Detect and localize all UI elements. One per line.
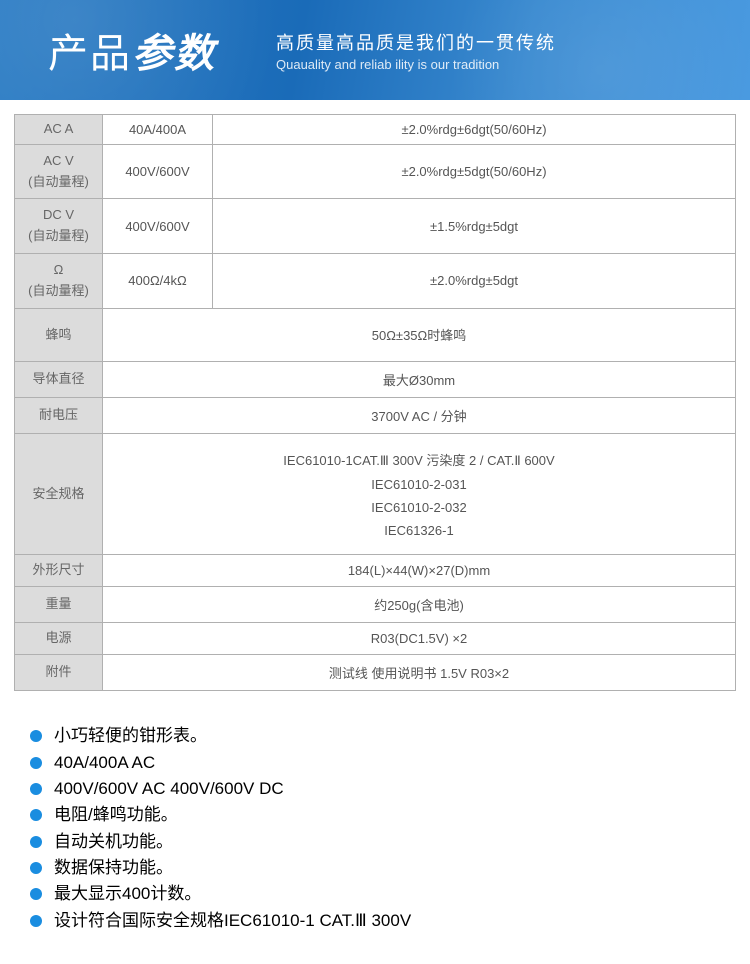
safety-line: IEC61010-2-031 [111,477,727,492]
row-accuracy: ±2.0%rdg±6dgt(50/60Hz) [213,115,736,145]
list-item: 40A/400A AC [54,750,740,776]
safety-line: IEC61010-1CAT.Ⅲ 300V 污染度 2 / CAT.Ⅱ 600V [111,450,727,469]
row-range: 400V/600V [103,199,213,254]
safety-line: IEC61010-2-032 [111,500,727,515]
row-label: AC V(自动量程) [15,144,103,199]
row-label: 电源 [15,623,103,655]
row-label: AC A [15,115,103,145]
table-row: 耐电压 3700V AC / 分钟 [15,398,736,434]
row-label: 导体直径 [15,362,103,398]
subtitle-block: 高质量高品质是我们的一贯传统 Quauality and reliab ilit… [276,29,556,72]
title-part2: 参数 [132,32,216,76]
table-row: 电源 R03(DC1.5V) ×2 [15,623,736,655]
table-row: AC A 40A/400A ±2.0%rdg±6dgt(50/60Hz) [15,115,736,145]
list-item: 数据保持功能。 [54,855,740,881]
row-value: 184(L)×44(W)×27(D)mm [103,555,736,587]
header-banner: 产品参数 高质量高品质是我们的一贯传统 Quauality and reliab… [0,0,750,100]
row-value: 测试线 使用说明书 1.5V R03×2 [103,655,736,691]
table-row: 外形尺寸 184(L)×44(W)×27(D)mm [15,555,736,587]
row-range: 400Ω/4kΩ [103,253,213,308]
safety-line: IEC61326-1 [111,523,727,538]
list-item: 最大显示400计数。 [54,881,740,907]
table-row: 重量 约250g(含电池) [15,587,736,623]
row-value: 约250g(含电池) [103,587,736,623]
row-value: R03(DC1.5V) ×2 [103,623,736,655]
table-row: 蜂鸣 50Ω±35Ω时蜂鸣 [15,308,736,362]
list-item: 电阻/蜂鸣功能。 [54,802,740,828]
list-item: 设计符合国际安全规格IEC61010-1 CAT.Ⅲ 300V [54,908,740,934]
safety-cell: IEC61010-1CAT.Ⅲ 300V 污染度 2 / CAT.Ⅱ 600V … [103,434,736,555]
row-value: 50Ω±35Ω时蜂鸣 [103,308,736,362]
row-label: 安全规格 [15,434,103,555]
row-label: 附件 [15,655,103,691]
row-label: 耐电压 [15,398,103,434]
row-value: 最大Ø30mm [103,362,736,398]
row-accuracy: ±1.5%rdg±5dgt [213,199,736,254]
table-row: Ω(自动量程) 400Ω/4kΩ ±2.0%rdg±5dgt [15,253,736,308]
row-label: 重量 [15,587,103,623]
list-item: 400V/600V AC 400V/600V DC [54,776,740,802]
row-value: 3700V AC / 分钟 [103,398,736,434]
subtitle-cn: 高质量高品质是我们的一贯传统 [276,29,556,55]
row-range: 400V/600V [103,144,213,199]
row-label: Ω(自动量程) [15,253,103,308]
spec-table-wrap: AC A 40A/400A ±2.0%rdg±6dgt(50/60Hz) AC … [0,100,750,705]
list-item: 小巧轻便的钳形表。 [54,723,740,749]
row-accuracy: ±2.0%rdg±5dgt(50/60Hz) [213,144,736,199]
table-row: 附件 测试线 使用说明书 1.5V R03×2 [15,655,736,691]
list-item: 自动关机功能。 [54,829,740,855]
feature-list: 小巧轻便的钳形表。 40A/400A AC 400V/600V AC 400V/… [0,705,750,964]
spec-table: AC A 40A/400A ±2.0%rdg±6dgt(50/60Hz) AC … [14,114,736,691]
page-title: 产品参数 [48,21,216,79]
row-label: 外形尺寸 [15,555,103,587]
table-row: 安全规格 IEC61010-1CAT.Ⅲ 300V 污染度 2 / CAT.Ⅱ … [15,434,736,555]
row-accuracy: ±2.0%rdg±5dgt [213,253,736,308]
row-label: DC V(自动量程) [15,199,103,254]
table-row: AC V(自动量程) 400V/600V ±2.0%rdg±5dgt(50/60… [15,144,736,199]
row-label: 蜂鸣 [15,308,103,362]
row-range: 40A/400A [103,115,213,145]
table-row: DC V(自动量程) 400V/600V ±1.5%rdg±5dgt [15,199,736,254]
subtitle-en: Quauality and reliab ility is our tradit… [276,57,556,72]
title-part1: 产品 [48,32,132,76]
table-row: 导体直径 最大Ø30mm [15,362,736,398]
